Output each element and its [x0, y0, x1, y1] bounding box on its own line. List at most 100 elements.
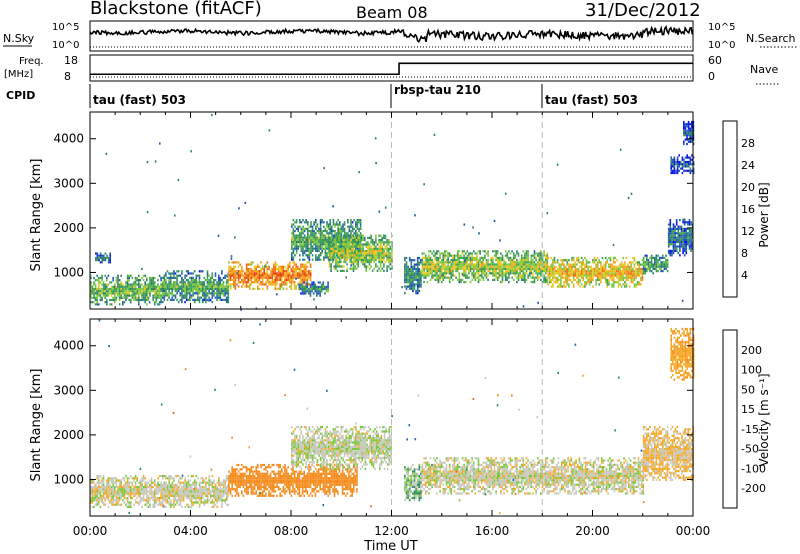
noise-echo — [264, 265, 266, 268]
noise-echo — [177, 178, 180, 181]
noise-echo — [295, 277, 297, 280]
power-colorbar-tick: 8 — [741, 247, 748, 260]
power-echo-region — [547, 256, 644, 288]
noise-strip-frame — [89, 20, 694, 52]
noise-echo — [184, 368, 187, 371]
power-y-axis-title: Slant Range [km] — [29, 159, 44, 272]
noise-echo — [619, 148, 622, 151]
x-tick-label: 16:00 — [475, 524, 510, 538]
power-colorbar-tick: 20 — [741, 181, 755, 194]
power-echo-region — [298, 281, 329, 297]
noise-echo — [546, 212, 549, 215]
noise-echo — [230, 255, 233, 258]
x-axis-tick-labels: 00:00 04:00 08:00 12:00 16:00 20:00 00:00 — [73, 524, 711, 538]
station-title: Blackstone (fitACF) — [90, 0, 262, 19]
velocity-colorbar-tick: 200 — [741, 344, 762, 357]
noise-echo — [384, 206, 387, 209]
noise-echo — [461, 273, 464, 276]
noise-echo — [385, 254, 387, 257]
noise-echo — [514, 492, 517, 495]
y-tick-label: 1000 — [53, 472, 84, 486]
noise-echo — [683, 218, 685, 221]
noise-tick-high-right: 10^5 — [708, 22, 735, 33]
frequency-line — [90, 62, 693, 76]
noise-echo — [431, 463, 433, 467]
noise-echo — [499, 511, 501, 515]
cpid-label: CPID — [6, 89, 35, 102]
velocity-colorbar-tick: -50 — [741, 443, 759, 456]
noise-echo — [159, 142, 161, 145]
noise-echo — [557, 371, 559, 374]
power-echo-region — [160, 270, 230, 304]
noise-echo — [433, 133, 436, 136]
noise-echo — [146, 211, 149, 214]
power-echo-region — [421, 250, 549, 284]
noise-echo — [139, 467, 142, 470]
noise-echo — [284, 393, 286, 397]
noise-echo — [370, 505, 372, 508]
noise-echo — [211, 114, 213, 117]
noise-echo — [326, 389, 328, 392]
noise-echo — [391, 415, 393, 418]
y-tick-label: 4000 — [53, 132, 84, 146]
noise-echo — [464, 259, 466, 262]
noise-echo — [673, 439, 676, 442]
noise-echo — [484, 493, 487, 496]
power-colorbar-title: Power [dB] — [757, 182, 771, 247]
noise-echo — [682, 238, 685, 241]
power-echo-region — [670, 154, 695, 175]
noise-sky-line — [89, 25, 694, 43]
beam-label: Beam 08 — [356, 3, 428, 22]
noise-echo — [504, 192, 507, 195]
velocity-colorbar-tick: 15 — [741, 403, 755, 416]
noise-echo — [614, 429, 616, 432]
noise-echo — [238, 207, 240, 210]
noise-echo — [612, 243, 615, 246]
freq-tick-low: 8 — [64, 70, 71, 83]
frequency-trace — [90, 62, 693, 78]
noise-echo — [493, 219, 496, 222]
noise-echo — [582, 374, 584, 377]
noise-echo — [247, 491, 249, 494]
noise-echo — [375, 162, 377, 165]
noise-echo — [148, 301, 151, 304]
velocity-colorbar-tick: -15 — [741, 423, 759, 436]
y-tick-label: 3000 — [53, 176, 84, 190]
noise-echo — [217, 234, 220, 237]
noise-echo — [681, 299, 684, 302]
cpid-segment-3: tau (fast) 503 — [545, 93, 638, 107]
noise-echo — [345, 276, 347, 279]
nsearch-label: N.Search — [746, 32, 796, 45]
noise-echo — [154, 160, 157, 163]
power-colorbar-tick: 16 — [741, 203, 755, 216]
power-colorbar-frame — [722, 120, 738, 298]
power-colorbar: 4 8 12 16 20 24 28 — [722, 120, 755, 298]
power-axes: 1000 2000 3000 4000 — [53, 112, 694, 309]
noise-echo — [172, 411, 175, 415]
noise-echo — [465, 468, 468, 471]
power-colorbar-tick: 24 — [741, 159, 755, 172]
velocity-colorbar: 200 100 50 15 -15 -50 -100 -200 — [722, 329, 766, 509]
freq-label: Freq. — [19, 56, 44, 67]
power-echo-layer — [90, 114, 695, 311]
noise-echo — [630, 192, 633, 195]
noise-echo — [322, 504, 325, 507]
cpid-segment-2: rbsp-tau 210 — [394, 83, 481, 97]
noise-trace — [89, 25, 694, 48]
noise-echo — [234, 236, 236, 239]
noise-echo — [417, 394, 420, 397]
noise-echo — [455, 470, 457, 473]
x-tick-label: 20:00 — [575, 524, 610, 538]
noise-echo — [522, 305, 525, 308]
power-echo-region — [228, 261, 312, 290]
velocity-echo-region — [90, 475, 230, 508]
x-tick-label: 00:00 — [676, 524, 711, 538]
power-colorbar-tick: 4 — [741, 269, 748, 282]
power-echo-region — [642, 254, 669, 275]
noise-echo — [618, 376, 620, 379]
y-tick-label: 2000 — [53, 428, 84, 442]
noise-echo — [423, 183, 425, 186]
velocity-colorbar-tick: 100 — [741, 364, 762, 377]
noise-tick-low-right: 10^0 — [708, 40, 735, 51]
noise-echo — [141, 267, 143, 270]
